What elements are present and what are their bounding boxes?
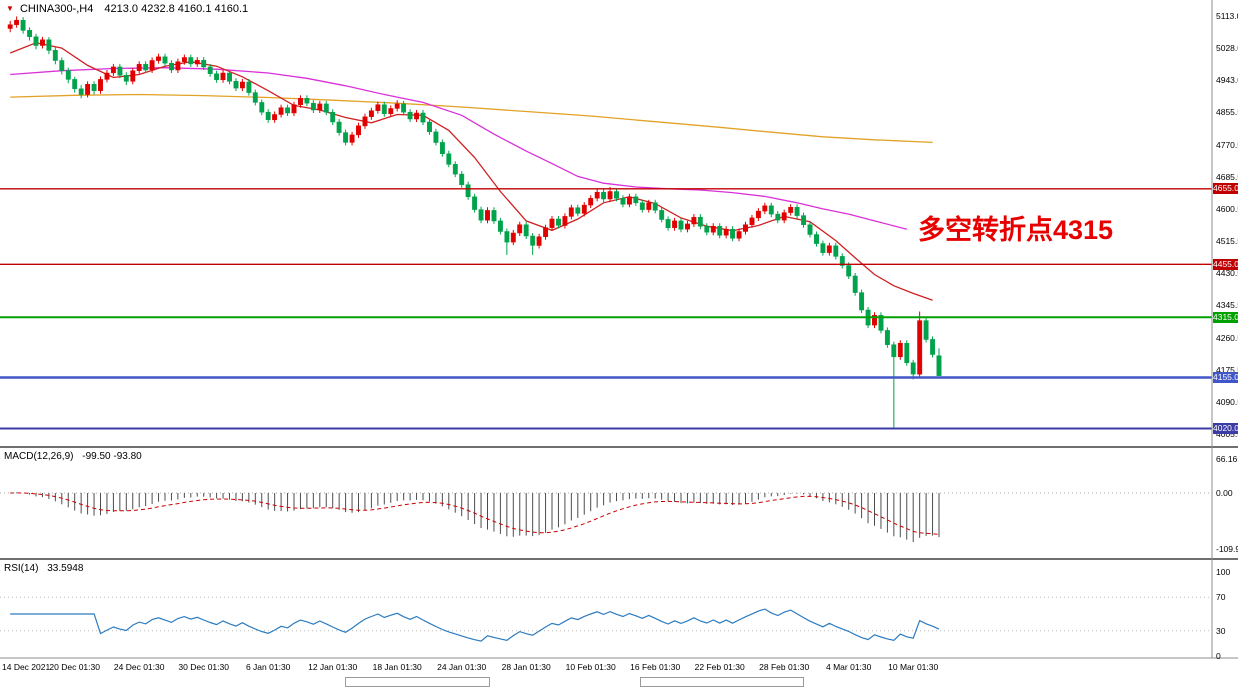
price-axis-label: 5028.0 xyxy=(1216,43,1238,54)
price-axis-label: 5113.0 xyxy=(1216,11,1238,21)
price-axis-label: 4175.5 xyxy=(1216,364,1238,375)
macd-values: -99.50 -93.80 xyxy=(82,451,142,462)
annotation-text: 多空转折点4315 xyxy=(918,215,1114,245)
rsi-axis-label: 100 xyxy=(1216,567,1231,577)
time-axis-label: 20 Dec 01:30 xyxy=(49,662,100,672)
time-axis-label: 18 Jan 01:30 xyxy=(372,662,422,672)
price-axis[interactable]: 5113.0 5028.0 4943.0 4855.5 4770.5 4685.5 4600… xyxy=(1213,0,1238,661)
price-axis-label: 4430.5 xyxy=(1216,268,1238,279)
time-axis-label: 30 Dec 01:30 xyxy=(178,662,229,672)
bottom-placeholder-box-1 xyxy=(345,677,490,687)
time-axis-label: 4 Mar 01:30 xyxy=(826,662,872,672)
rsi-axis-label: 0 xyxy=(1216,651,1221,661)
time-axis-label: 22 Feb 01:30 xyxy=(694,662,745,672)
price-direction-down-icon: ▼ xyxy=(6,4,14,13)
price-axis-label: 4260.5 xyxy=(1216,332,1238,343)
macd-name: MACD(12,26,9) xyxy=(4,451,74,462)
price-axis-label: 4770.5 xyxy=(1216,139,1238,150)
time-axis-label: 24 Dec 01:30 xyxy=(113,662,165,672)
price-axis-label: 4600.5 xyxy=(1216,203,1238,214)
price-tag: 4020.0 xyxy=(1213,423,1238,434)
price-tag: 4315.0 xyxy=(1213,311,1238,323)
time-axis-label: 6 Jan 01:30 xyxy=(245,662,291,672)
rsi-value: 33.5948 xyxy=(47,563,84,574)
time-axis-label: 10 Feb 01:30 xyxy=(565,662,616,672)
price-axis-label: 4943.0 xyxy=(1216,75,1238,86)
time-axis-label: 12 Jan 01:30 xyxy=(308,662,358,672)
rsi-axis-label: 70 xyxy=(1216,592,1226,603)
macd-indicator-label: MACD(12,26,9) -99.50 -93.80 xyxy=(4,451,142,462)
symbol-timeframe-label: CHINA300-,H4 xyxy=(19,3,94,15)
price-axis-label: 4345.5 xyxy=(1216,300,1238,311)
price-axis-label: 4515.5 xyxy=(1216,236,1238,246)
rsi-axis-label: 30 xyxy=(1216,625,1226,636)
macd-axis-label: -109.93 xyxy=(1216,544,1238,554)
time-axis-label: 28 Feb 01:30 xyxy=(759,662,810,672)
ohlc-values: 4213.0 4232.8 4160.1 4160.1 xyxy=(104,3,249,15)
time-axis[interactable]: 14 Dec 2021 20 Dec 01:30 24 Dec 01:30 30 De… xyxy=(0,659,1212,675)
bottom-placeholder-box-2 xyxy=(640,677,804,687)
rsi-indicator-label: RSI(14) 33.5948 xyxy=(4,563,83,574)
time-axis-label: 14 Dec 2021 xyxy=(2,662,51,672)
price-axis-label: 4855.5 xyxy=(1216,107,1238,118)
macd-axis-label: 66.16 xyxy=(1216,454,1238,465)
time-axis-label: 16 Feb 01:30 xyxy=(630,662,681,672)
price-tag: 4155.0 xyxy=(1213,372,1238,383)
rsi-name: RSI(14) xyxy=(4,563,39,574)
chart-header: ▼ CHINA300-,H4 4213.0 4232.8 4160.1 4160… xyxy=(6,3,248,15)
time-axis-label: 10 Mar 01:30 xyxy=(888,662,939,672)
price-tag: 4655.0 xyxy=(1213,183,1238,195)
price-axis-label: 4090.5 xyxy=(1216,396,1238,407)
price-axis-label: 4685.5 xyxy=(1216,171,1238,182)
price-tag: 4455.0 xyxy=(1213,258,1238,270)
time-axis-label: 28 Jan 01:30 xyxy=(501,662,551,672)
macd-axis-label: 0.00 xyxy=(1216,488,1233,498)
time-axis-label: 24 Jan 01:30 xyxy=(437,662,487,672)
